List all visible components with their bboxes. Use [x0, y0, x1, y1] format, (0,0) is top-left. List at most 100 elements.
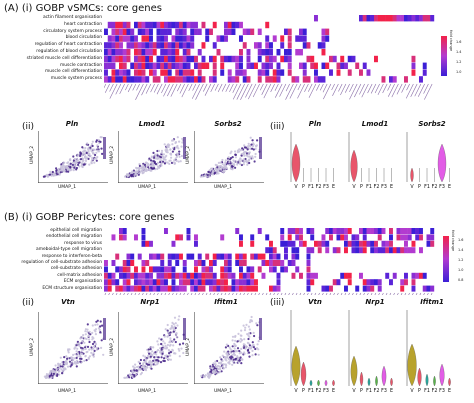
- heatmap-cell: [145, 76, 150, 83]
- umap-cell-point: [230, 165, 234, 168]
- heatmap-cell: [149, 253, 153, 260]
- heatmap-cell: [235, 62, 240, 69]
- umap-cell-point: [254, 347, 257, 351]
- heatmap-cell: [329, 55, 333, 63]
- umap-cell-point: [256, 343, 259, 346]
- umap-cell-point: [209, 372, 212, 375]
- umap-x-label: UMAP_1: [214, 185, 233, 190]
- umap-cell-point: [243, 144, 246, 147]
- umap-cell-point: [178, 315, 181, 318]
- heatmap-cell: [119, 55, 123, 63]
- heatmap-cell: [160, 272, 165, 279]
- umap-cell-point: [225, 343, 228, 346]
- umap-cell-point: [169, 331, 172, 334]
- umap-cell-point: [224, 346, 227, 349]
- gene-tick-mark: [338, 83, 343, 92]
- gene-tick-mark: [252, 83, 260, 98]
- heatmap-cell: [171, 253, 176, 260]
- umap-cell-point: [247, 325, 250, 328]
- heatmap-cell: [175, 55, 180, 63]
- heatmap-cell: [347, 240, 352, 247]
- heatmap-cell: [137, 55, 142, 63]
- heatmap-cell: [122, 55, 127, 63]
- heatmap-cell: [370, 240, 375, 247]
- umap-cell-point: [85, 337, 88, 341]
- umap-cell-point: [91, 140, 94, 143]
- heatmap-cell: [329, 69, 333, 76]
- umap-cell-point: [248, 328, 251, 331]
- umap-cell-point: [237, 332, 240, 335]
- heatmap-cell: [122, 49, 127, 56]
- heatmap-cell: [257, 76, 262, 83]
- heatmap-cell: [231, 272, 236, 279]
- umap-cell-point: [226, 162, 229, 165]
- heatmap-cell: [291, 253, 296, 260]
- heatmap-cell: [186, 55, 191, 63]
- violin-shape: [407, 343, 417, 387]
- heatmap-cell: [377, 234, 382, 241]
- gene-tick-mark: [308, 83, 317, 98]
- umap-cell-point: [219, 356, 222, 359]
- umap-cell-point: [223, 164, 226, 167]
- umap-cell-point: [157, 356, 160, 359]
- heatmap-cell: [156, 76, 161, 83]
- umap-gene-title: Lmod1: [138, 120, 166, 128]
- gene-tick-mark: [323, 83, 332, 100]
- heatmap-cell: [220, 266, 225, 273]
- heatmap-cell: [179, 234, 183, 241]
- gene-tick-mark: [145, 83, 152, 94]
- umap-cell-point: [75, 344, 78, 347]
- heatmap-cell: [227, 260, 232, 266]
- heatmap-cell: [317, 42, 322, 49]
- umap-cell-point: [220, 370, 223, 373]
- umap-cell-point: [78, 342, 81, 345]
- violin-x-label: V: [352, 184, 356, 190]
- heatmap-cell: [149, 266, 153, 273]
- heatmap-cell: [175, 35, 180, 42]
- umap-cell-point: [180, 154, 183, 158]
- umap-cell-point: [160, 348, 163, 351]
- umap-cell-point: [168, 354, 171, 357]
- heatmap-cell: [171, 279, 176, 286]
- heatmap-cell: [205, 279, 210, 286]
- violin-x-label: E: [332, 388, 335, 394]
- umap-cell-point: [65, 355, 68, 358]
- umap-cell-point: [60, 163, 63, 166]
- umap-cell-point: [147, 166, 150, 169]
- umap-cell-point: [236, 350, 239, 353]
- umap-cell-point: [146, 162, 149, 165]
- umap-cell-point: [92, 355, 95, 358]
- heatmap-cell: [419, 76, 423, 83]
- gene-tick-mark: [385, 292, 388, 295]
- umap-cell-point: [177, 318, 180, 321]
- umap-cell-point: [81, 336, 84, 339]
- umap-cell-point: [89, 154, 92, 157]
- umap-cell-point: [227, 156, 230, 159]
- gene-tick-mark: [183, 292, 185, 295]
- umap-cell-point: [83, 156, 86, 159]
- umap-cell-point: [126, 376, 129, 379]
- umap-cell-point: [82, 150, 85, 153]
- heatmap-cell: [314, 15, 318, 22]
- umap-cell-point: [67, 170, 70, 173]
- umap-cell-point: [160, 164, 163, 167]
- gene-tick-mark: [192, 83, 197, 91]
- umap-cell-point: [50, 174, 53, 177]
- umap-cell-point: [165, 356, 168, 359]
- heatmap-cell: [137, 285, 142, 292]
- gene-tick-mark: [382, 83, 388, 94]
- umap-cell-point: [81, 165, 84, 168]
- heatmap-cell: [107, 49, 112, 56]
- gene-tick-mark: [232, 292, 234, 295]
- umap-cell-point: [154, 351, 157, 354]
- umap-cell-point: [248, 321, 252, 324]
- umap-cell-point: [229, 347, 232, 350]
- heatmap-cell: [235, 55, 240, 63]
- umap-cell-point: [86, 330, 89, 333]
- heatmap-cell: [134, 62, 138, 69]
- umap-gene-title: Vtn: [61, 298, 75, 306]
- heatmap-cell: [179, 69, 183, 76]
- heatmap-cell: [107, 76, 112, 83]
- heatmap-cell: [231, 55, 236, 63]
- heatmap-cell: [265, 42, 270, 49]
